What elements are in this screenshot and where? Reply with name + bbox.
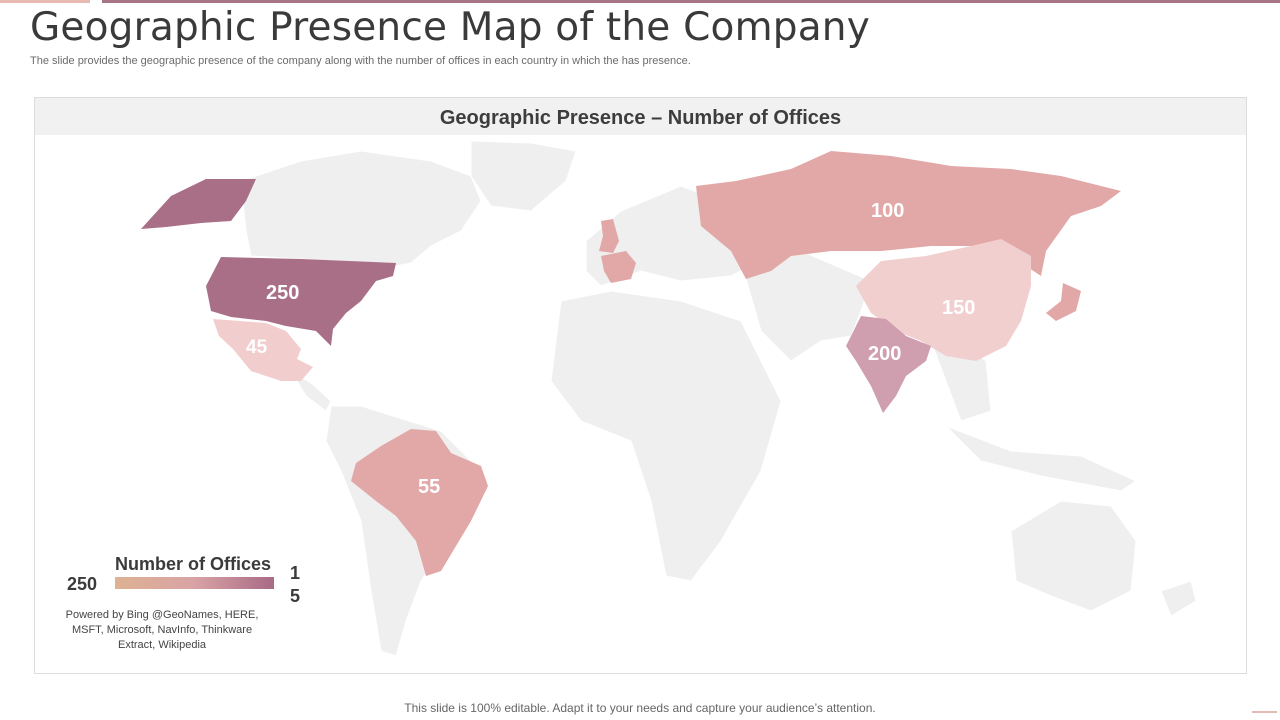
country-alaska — [141, 179, 256, 229]
label-india: 200 — [868, 343, 902, 365]
slide-footer: This slide is 100% editable. Adapt it to… — [404, 701, 876, 715]
map-panel: Geographic Presence – Number of Offices — [34, 97, 1247, 674]
legend-title: Number of Offices — [115, 554, 272, 574]
land-australia — [1010, 500, 1137, 612]
land-indonesia — [945, 425, 1138, 492]
land-greenland — [470, 140, 577, 212]
country-india — [846, 316, 931, 413]
country-uk — [599, 219, 619, 253]
map-credits: Powered by Bing @GeoNames, HERE, MSFT, M… — [65, 609, 259, 651]
country-china — [856, 239, 1031, 361]
land-new-zealand — [1160, 580, 1197, 617]
label-united-states: 250 — [266, 282, 300, 304]
top-accent-bar-left — [0, 0, 90, 3]
country-japan — [1046, 283, 1081, 321]
label-mexico: 45 — [246, 337, 268, 358]
legend-gradient-bar — [115, 577, 274, 589]
land-africa — [550, 290, 782, 582]
page-subtitle: The slide provides the geographic presen… — [30, 55, 691, 67]
legend-max-value: 250 — [67, 574, 98, 594]
country-france — [601, 251, 636, 283]
country-united-states — [206, 257, 396, 346]
page-title: Geographic Presence Map of the Company — [30, 5, 871, 50]
label-china: 150 — [942, 297, 976, 319]
country-mexico — [213, 319, 313, 381]
map-header: Geographic Presence – Number of Offices — [35, 98, 1246, 135]
label-brazil: 55 — [418, 476, 441, 498]
world-map — [141, 140, 1197, 657]
legend-min-value: 15 — [290, 563, 301, 606]
label-russia: 100 — [871, 200, 905, 222]
bottom-accent-bar — [1252, 711, 1277, 713]
country-brazil — [351, 429, 488, 576]
top-accent-bar-right — [102, 0, 1280, 3]
land-canada — [240, 150, 482, 267]
